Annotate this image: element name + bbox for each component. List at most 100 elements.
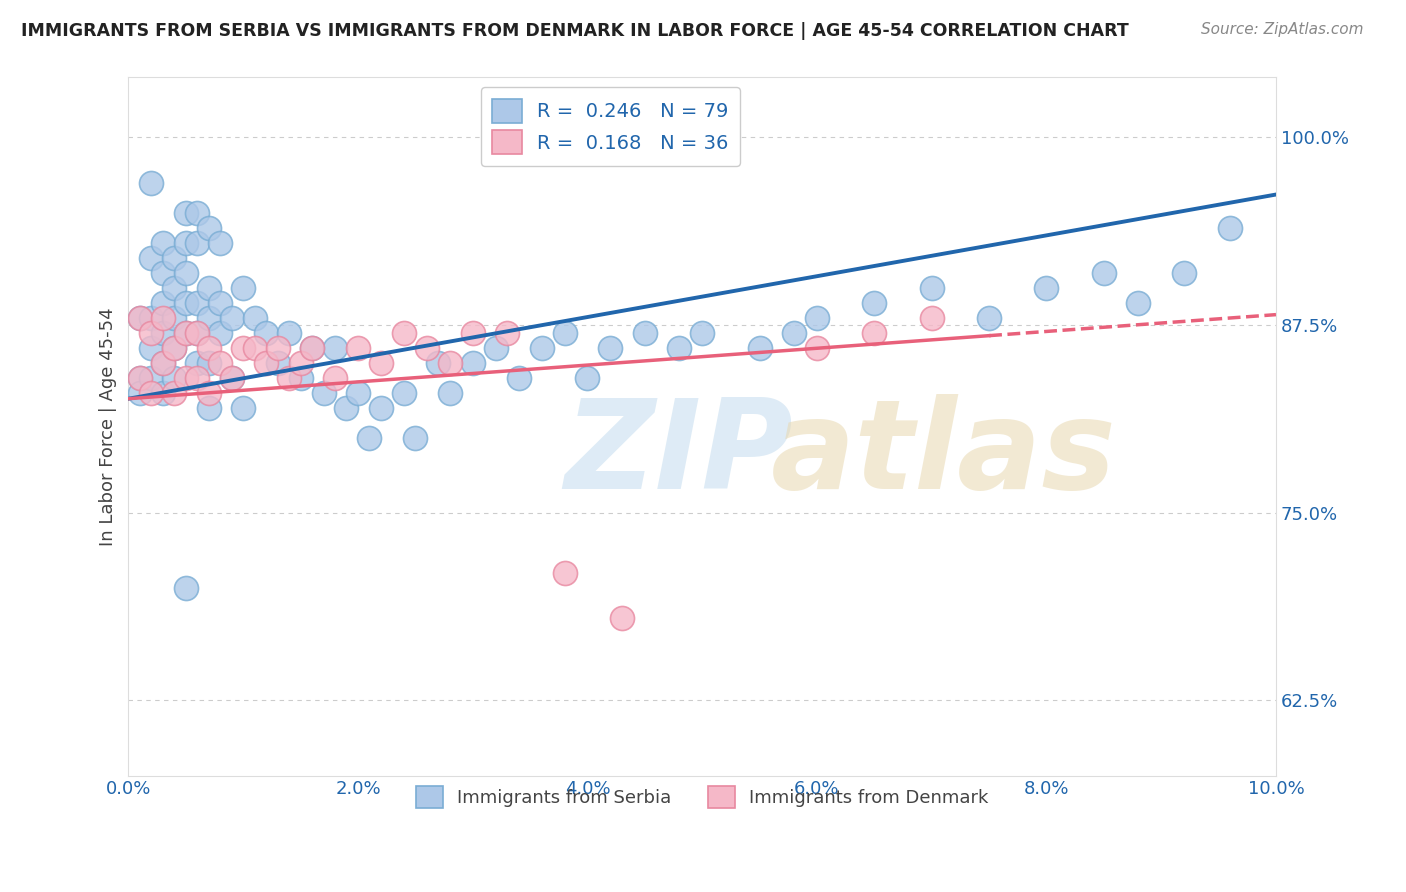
Point <box>416 341 439 355</box>
Point <box>439 356 461 370</box>
Point <box>806 341 828 355</box>
Point <box>129 310 152 325</box>
Point <box>347 341 370 355</box>
Point <box>141 251 163 265</box>
Point <box>198 356 221 370</box>
Point <box>209 235 232 250</box>
Point <box>1035 280 1057 294</box>
Point <box>530 341 553 355</box>
Point <box>301 341 323 355</box>
Point <box>209 295 232 310</box>
Point <box>1128 295 1150 310</box>
Point <box>783 326 806 340</box>
Point <box>359 431 381 445</box>
Point <box>554 326 576 340</box>
Point <box>508 370 530 384</box>
Point <box>690 326 713 340</box>
Point <box>163 251 186 265</box>
Point <box>163 341 186 355</box>
Point <box>141 176 163 190</box>
Point <box>301 341 323 355</box>
Point <box>243 310 266 325</box>
Point <box>232 341 254 355</box>
Point <box>1219 220 1241 235</box>
Point <box>186 356 208 370</box>
Point <box>1092 266 1115 280</box>
Point <box>1173 266 1195 280</box>
Point <box>266 356 288 370</box>
Point <box>163 310 186 325</box>
Point <box>152 295 174 310</box>
Point <box>186 295 208 310</box>
Point <box>152 235 174 250</box>
Point <box>129 370 152 384</box>
Point <box>174 266 197 280</box>
Point <box>427 356 450 370</box>
Point <box>290 370 312 384</box>
Point <box>198 310 221 325</box>
Point <box>323 341 346 355</box>
Point <box>278 326 301 340</box>
Point <box>610 611 633 625</box>
Point <box>863 295 886 310</box>
Point <box>174 370 197 384</box>
Point <box>198 220 221 235</box>
Point <box>152 326 174 340</box>
Point <box>174 205 197 219</box>
Point <box>129 370 152 384</box>
Point <box>152 310 174 325</box>
Text: Source: ZipAtlas.com: Source: ZipAtlas.com <box>1201 22 1364 37</box>
Point <box>198 280 221 294</box>
Point <box>209 326 232 340</box>
Point <box>141 310 163 325</box>
Point <box>152 356 174 370</box>
Point <box>392 385 415 400</box>
Point <box>335 401 357 415</box>
Point <box>152 356 174 370</box>
Point <box>174 326 197 340</box>
Point <box>748 341 770 355</box>
Point <box>141 385 163 400</box>
Point <box>221 370 243 384</box>
Point <box>278 370 301 384</box>
Text: IMMIGRANTS FROM SERBIA VS IMMIGRANTS FROM DENMARK IN LABOR FORCE | AGE 45-54 COR: IMMIGRANTS FROM SERBIA VS IMMIGRANTS FRO… <box>21 22 1129 40</box>
Point <box>863 326 886 340</box>
Point <box>232 280 254 294</box>
Point <box>163 341 186 355</box>
Point <box>186 235 208 250</box>
Point <box>174 326 197 340</box>
Point <box>186 326 208 340</box>
Point <box>921 310 943 325</box>
Point <box>141 370 163 384</box>
Point <box>186 326 208 340</box>
Point <box>977 310 1000 325</box>
Point <box>198 401 221 415</box>
Point <box>576 370 599 384</box>
Point <box>129 310 152 325</box>
Point <box>221 370 243 384</box>
Point <box>404 431 426 445</box>
Point <box>186 205 208 219</box>
Point <box>141 341 163 355</box>
Point <box>163 280 186 294</box>
Point <box>243 341 266 355</box>
Point <box>290 356 312 370</box>
Point <box>668 341 690 355</box>
Point <box>921 280 943 294</box>
Point <box>370 356 392 370</box>
Point <box>461 356 484 370</box>
Point <box>806 310 828 325</box>
Point <box>439 385 461 400</box>
Y-axis label: In Labor Force | Age 45-54: In Labor Force | Age 45-54 <box>100 307 117 546</box>
Point <box>485 341 508 355</box>
Point <box>163 370 186 384</box>
Text: ZIP: ZIP <box>565 394 793 515</box>
Point <box>209 356 232 370</box>
Point <box>347 385 370 400</box>
Point <box>141 326 163 340</box>
Point <box>174 235 197 250</box>
Point <box>221 310 243 325</box>
Point <box>312 385 335 400</box>
Point <box>254 326 277 340</box>
Point <box>152 385 174 400</box>
